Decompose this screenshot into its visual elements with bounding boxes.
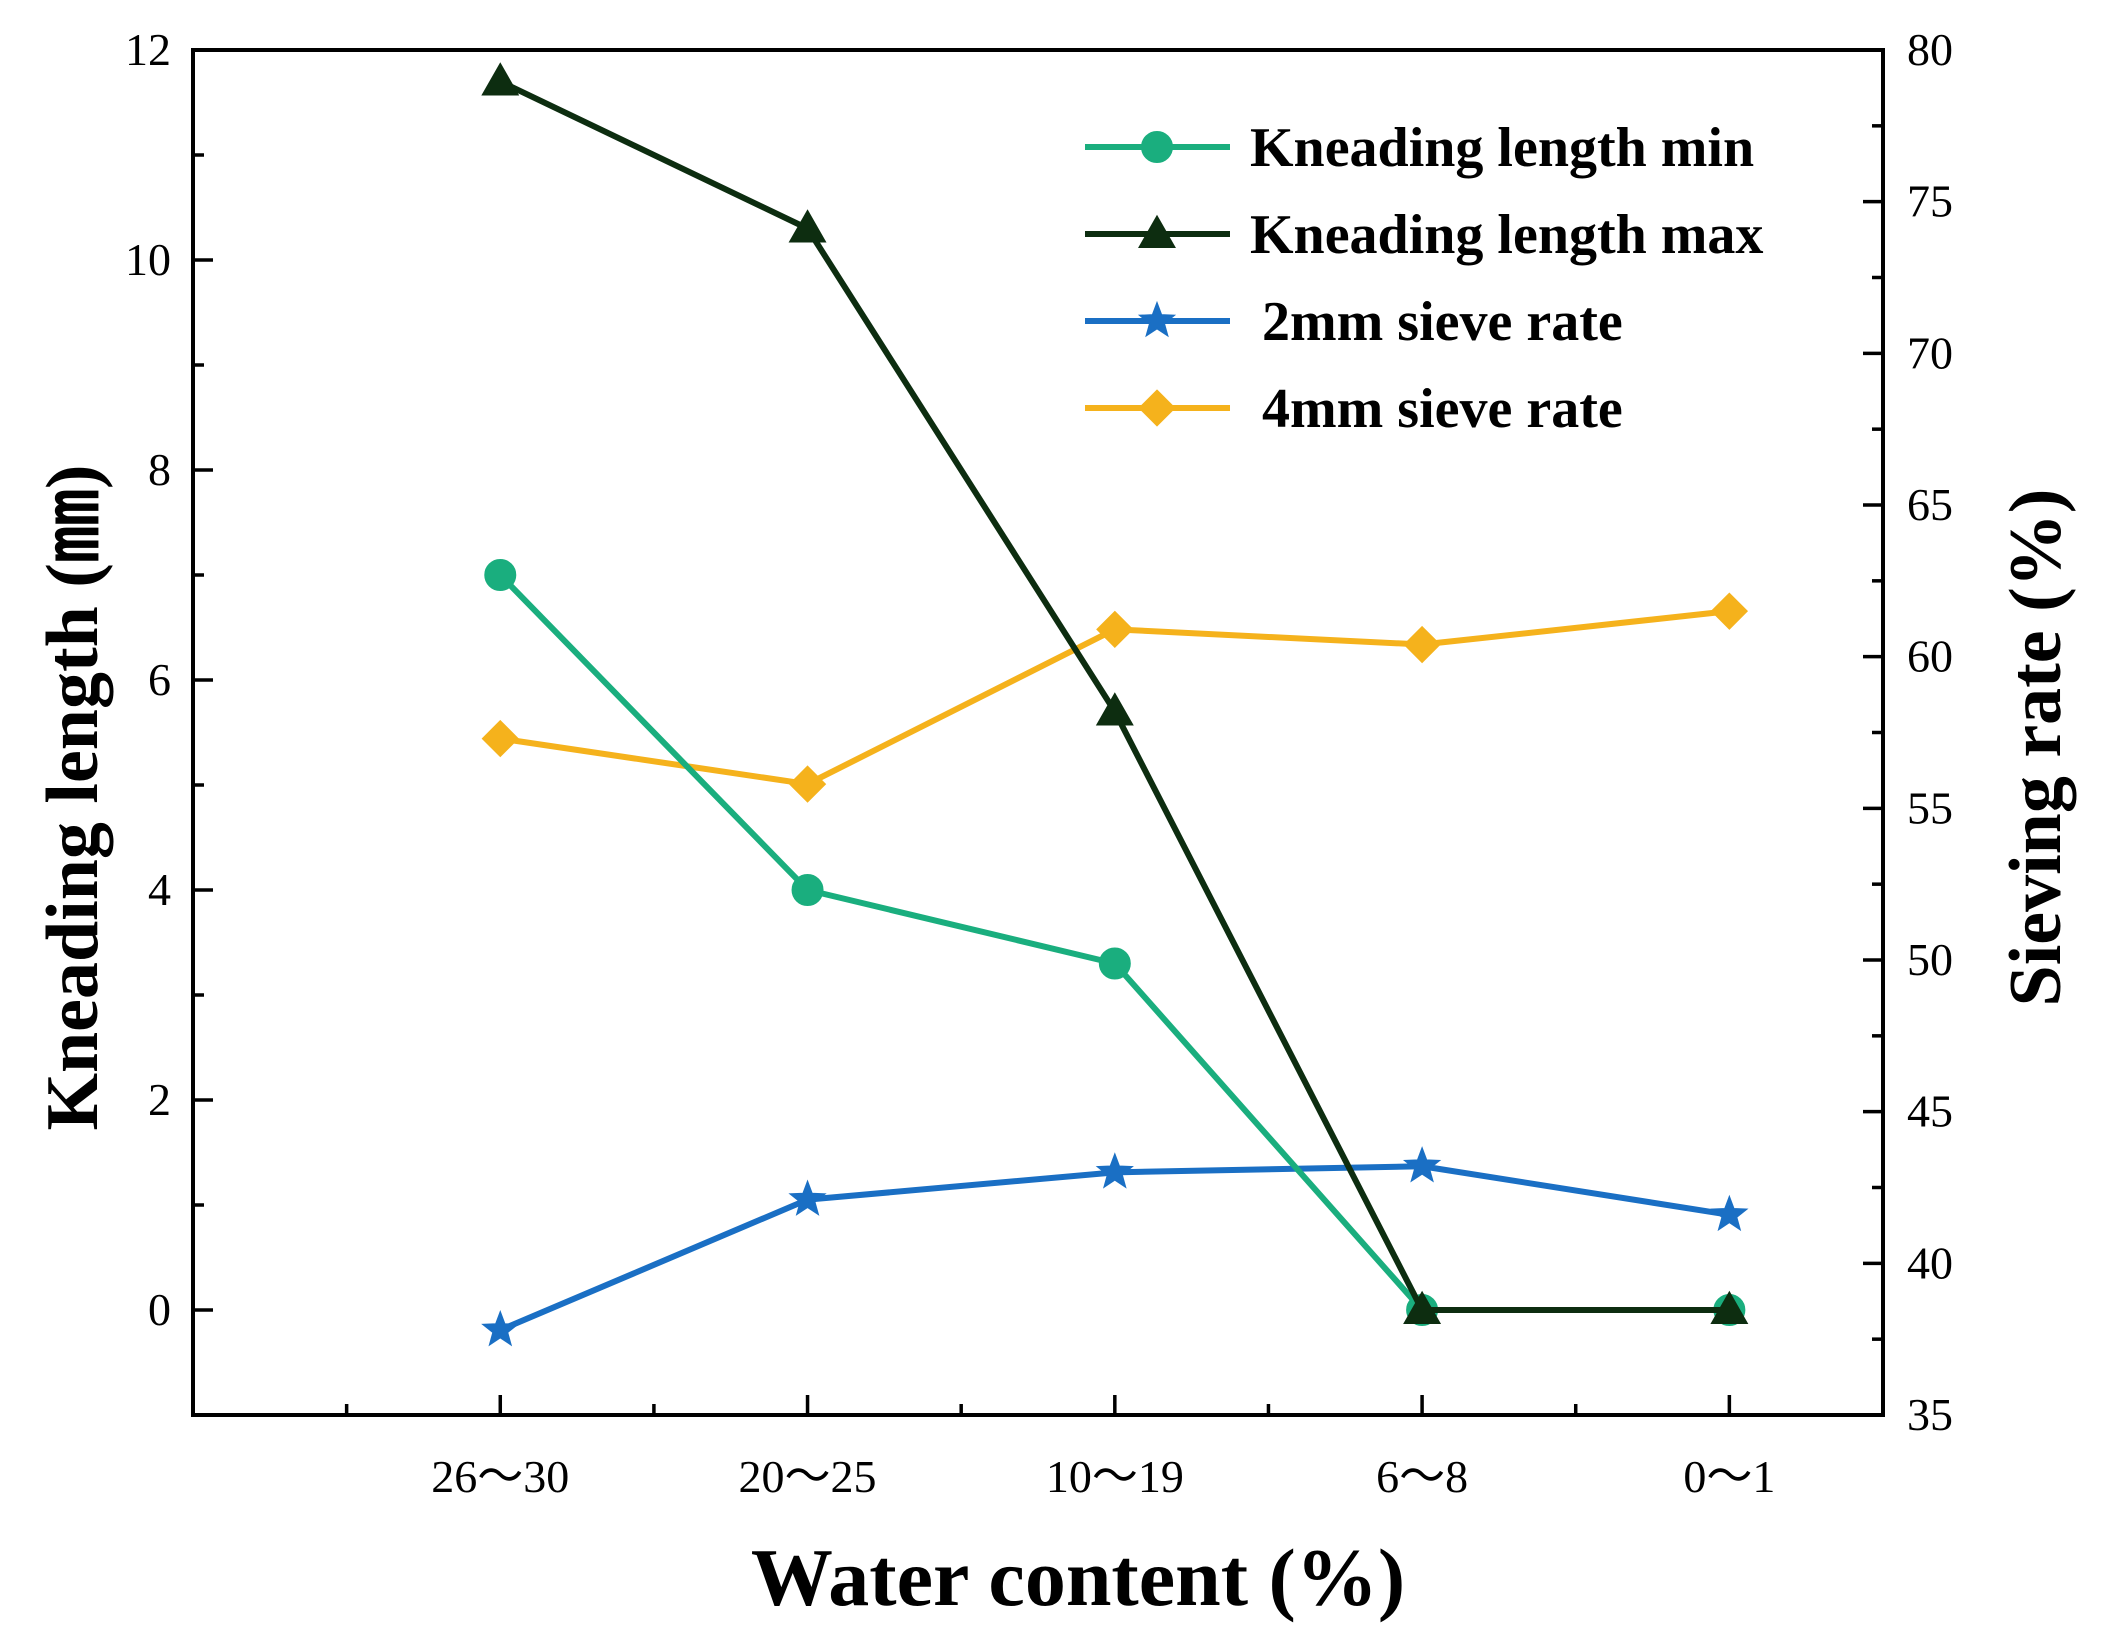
y-left-tick-label: 2: [148, 1074, 171, 1125]
x-tick-label: 0～1: [1683, 1451, 1775, 1502]
data-point: [788, 1179, 827, 1216]
data-point: [1710, 592, 1749, 630]
y-right-tick-label: 80: [1907, 24, 1953, 75]
y-left-tick-label: 0: [148, 1284, 171, 1335]
legend-marker: [1137, 300, 1177, 338]
y-axis-title-right: Sieving rate (%): [1995, 489, 2077, 1007]
legend-label: 2mm sieve rate: [1262, 291, 1623, 353]
data-point: [1098, 947, 1131, 980]
legend: Kneading length min Kneading length max 2m…: [1085, 117, 1763, 440]
y-right-tick-label: 55: [1907, 782, 1953, 833]
series-line: [498, 572, 1730, 1313]
legend-marker: [1138, 389, 1176, 427]
y-right-tick-label: 40: [1907, 1237, 1953, 1288]
data-point: [481, 62, 520, 96]
data-point: [1403, 1290, 1442, 1324]
legend-item-4: 4mm sieve rate: [1085, 378, 1623, 440]
data-point: [481, 719, 519, 758]
x-axis-title: Water content (%): [751, 1532, 1405, 1623]
series-3: [481, 1146, 1749, 1347]
series-1: [484, 559, 1746, 1326]
data-point: [1402, 1146, 1442, 1183]
y-right-tick-label: 45: [1907, 1086, 1953, 1137]
data-point: [1710, 1194, 1749, 1232]
y-right-tick-label: 75: [1907, 176, 1953, 227]
legend-label: Kneading length min: [1250, 117, 1754, 179]
series-layer: [481, 62, 1749, 1347]
data-point: [788, 765, 827, 803]
data-point: [1095, 1152, 1134, 1189]
x-tick-label: 6～8: [1376, 1451, 1468, 1502]
legend-item-3: 2mm sieve rate: [1085, 291, 1623, 353]
data-point: [1710, 1290, 1749, 1324]
data-point: [484, 559, 517, 591]
legend-item-1: Kneading length min: [1085, 117, 1754, 179]
legend-label: Kneading length max: [1250, 204, 1763, 266]
y-left-tick-label: 6: [148, 654, 171, 705]
data-point: [1403, 625, 1441, 664]
data-point: [791, 874, 824, 906]
series-4: [481, 592, 1749, 803]
x-tick-label: 20～25: [739, 1451, 877, 1502]
data-point: [1095, 692, 1134, 726]
legend-marker: [1138, 214, 1176, 248]
axes: 0 2 4 6 8 10 12 35 40 45 50 55 60 65 70 75 80 26～30 20～25 1…: [125, 24, 1953, 1502]
y-right-tick-label: 65: [1907, 479, 1953, 530]
y-left-tick-label: 10: [125, 234, 171, 285]
y-axis-title-left: Kneading length (㎜): [32, 464, 114, 1130]
x-tick-label: 10～19: [1046, 1451, 1184, 1502]
data-point: [1096, 610, 1134, 649]
series-line: [499, 1163, 1730, 1333]
data-point: [788, 209, 827, 243]
legend-label: 4mm sieve rate: [1262, 378, 1623, 440]
legend-marker: [1141, 131, 1173, 163]
legend-item-2: Kneading length max: [1085, 204, 1763, 266]
x-tick-label: 26～30: [431, 1451, 569, 1502]
y-right-tick-label: 50: [1907, 934, 1953, 985]
y-right-tick-label: 60: [1907, 631, 1953, 682]
data-point: [481, 1309, 520, 1347]
series-2: [481, 62, 1749, 1324]
y-left-tick-label: 8: [148, 444, 171, 495]
y-left-tick-label: 12: [125, 24, 171, 75]
y-right-tick-label: 70: [1907, 327, 1953, 378]
y-right-tick-label: 35: [1907, 1389, 1953, 1440]
y-left-tick-label: 4: [148, 864, 171, 915]
